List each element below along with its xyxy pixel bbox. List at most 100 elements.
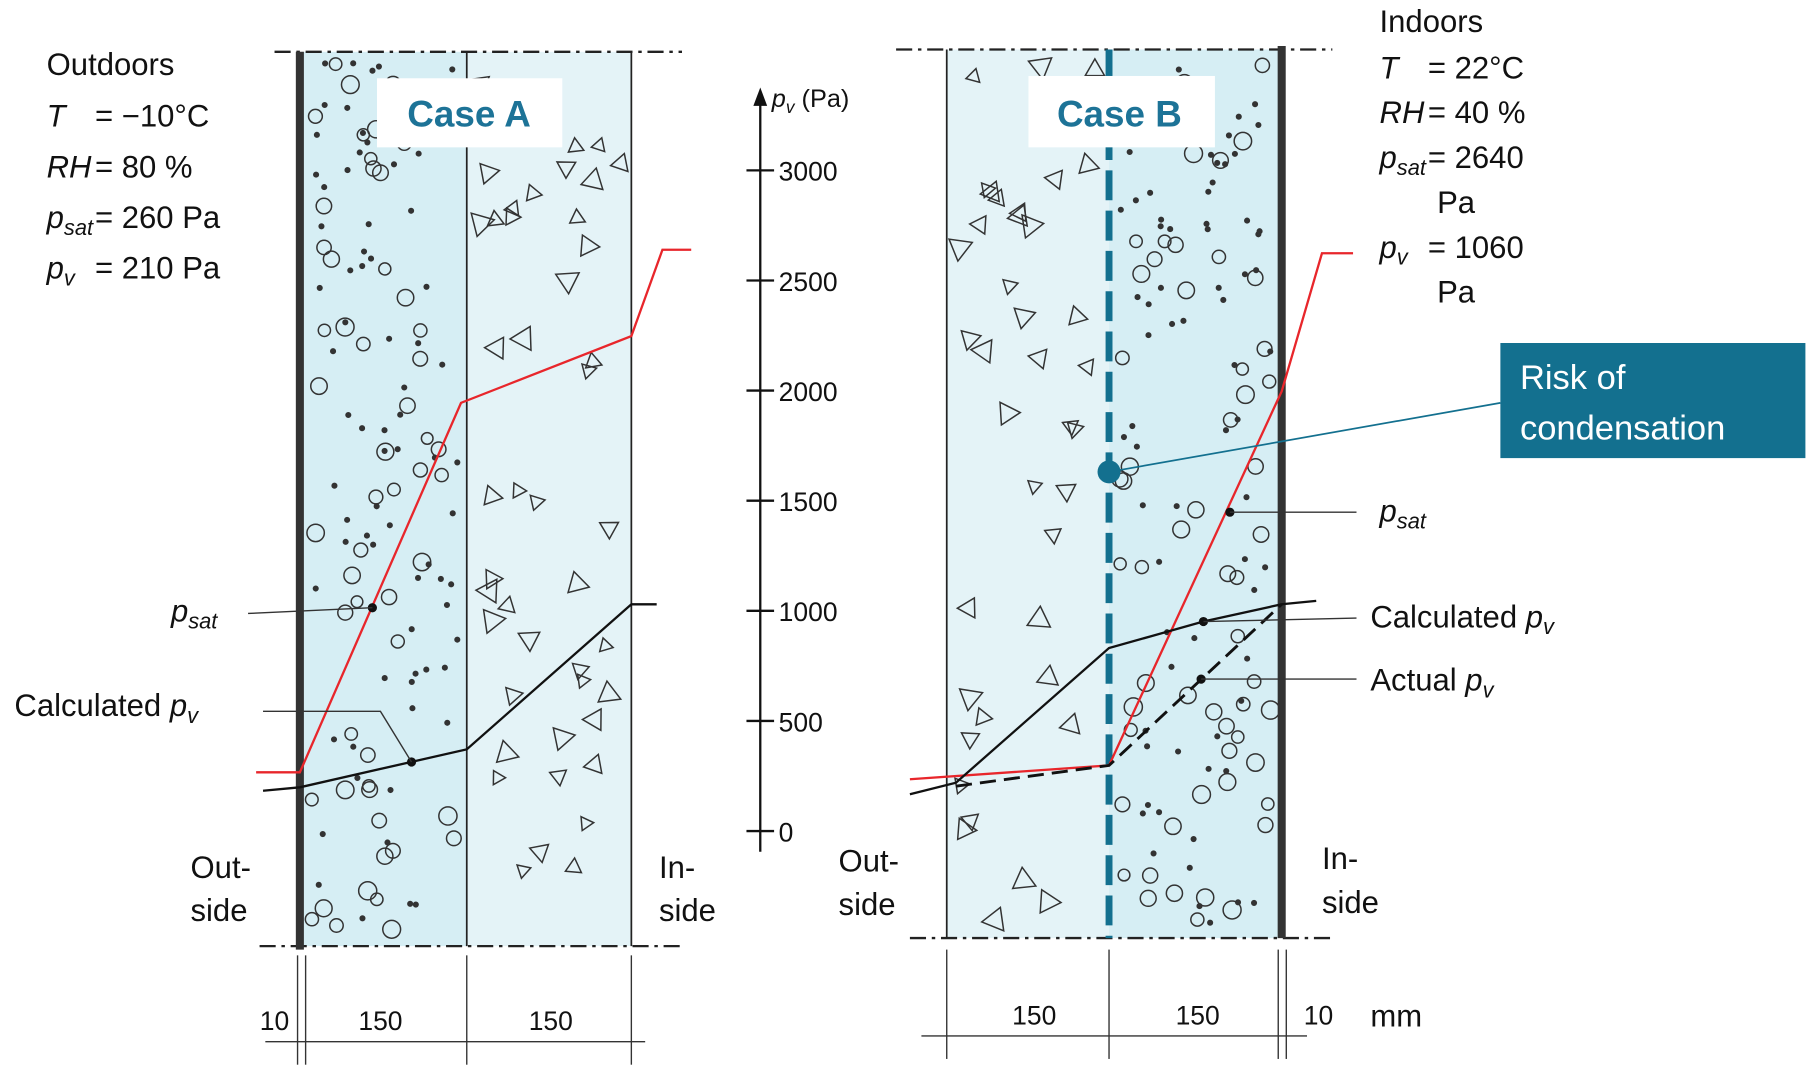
title-box (376, 78, 563, 148)
aggregate (408, 626, 415, 633)
aggregate (1244, 655, 1251, 662)
aggregate (386, 335, 393, 342)
aggregate (1233, 131, 1253, 151)
aggregate (1043, 528, 1063, 546)
aggregate (361, 781, 379, 799)
aggregate (444, 719, 451, 726)
layer (1109, 49, 1282, 939)
aggregate (496, 594, 516, 614)
aggregate (1256, 340, 1273, 357)
aggregate (1175, 66, 1182, 73)
aggregate (360, 248, 368, 255)
aggregate (413, 323, 428, 338)
aggregate (1222, 427, 1230, 434)
aggregate (1238, 697, 1245, 704)
aggregate (1187, 501, 1205, 519)
aggregate (1165, 884, 1184, 903)
aggregate (1058, 711, 1081, 735)
aggregate (1039, 888, 1063, 915)
aggregate (1246, 674, 1262, 689)
aggregate (980, 181, 998, 200)
aggregate (1256, 228, 1263, 235)
aggregate (1139, 810, 1146, 817)
aggregate (331, 482, 338, 489)
aggregate (1123, 697, 1144, 717)
aggregate (1167, 236, 1184, 254)
aggregate (1262, 564, 1269, 571)
heading: Indoors (1380, 4, 1484, 39)
aggregate (492, 769, 508, 786)
condition: Pa (1437, 185, 1476, 220)
sub: v (786, 97, 796, 117)
aggregate (376, 442, 395, 461)
aggregate (1252, 101, 1259, 108)
aggregate (408, 678, 415, 686)
aggregate (1211, 249, 1227, 265)
aggregate (342, 319, 349, 326)
aggregate (1011, 865, 1038, 890)
aggregate (359, 915, 366, 922)
aggregate (1244, 217, 1251, 224)
aggregate (495, 739, 521, 764)
aggregate (1068, 304, 1090, 326)
aggregate (321, 101, 328, 109)
title-box (1028, 75, 1215, 148)
aggregate (1260, 797, 1275, 811)
aggregate (579, 166, 604, 191)
aggregate (1021, 213, 1046, 240)
aggregate (1221, 742, 1238, 759)
aggregate (367, 255, 375, 262)
symbol: p (170, 594, 188, 629)
aggregate (1083, 57, 1106, 77)
aggregate (1134, 294, 1141, 301)
aggregate (1219, 565, 1237, 583)
aggregate (329, 348, 337, 355)
aggregate (515, 863, 533, 880)
aggregate (1178, 686, 1197, 705)
aggregate (1026, 348, 1048, 371)
symbol: p (1379, 230, 1397, 265)
label: Calculated pv (1370, 599, 1555, 639)
symbol: T (47, 99, 68, 134)
aggregate (1026, 479, 1044, 496)
unit: (Pa) (802, 85, 850, 113)
aggregate (1156, 809, 1163, 816)
aggregate (1207, 151, 1215, 158)
aggregate (335, 317, 355, 337)
aggregate (356, 149, 363, 156)
aggregate (381, 447, 388, 454)
aggregate (343, 566, 362, 585)
symbol: p (46, 251, 64, 286)
aggregate (969, 338, 993, 365)
aggregate (409, 705, 416, 712)
tick-label: 2000 (779, 377, 838, 407)
label: Out- (191, 850, 251, 885)
aggregate (322, 60, 329, 67)
aggregate (381, 675, 388, 682)
aggregate (960, 329, 983, 352)
condition: Pa (1437, 275, 1476, 310)
aggregate (369, 67, 376, 74)
aggregate (576, 673, 593, 690)
symbol: T (1380, 50, 1401, 85)
aggregate (1230, 730, 1245, 744)
condition: pv = 210 Pa (46, 251, 221, 291)
aggregate (423, 283, 430, 290)
symbol: p (1379, 493, 1397, 528)
aggregate (1205, 703, 1223, 721)
dimension-label: 150 (1176, 1000, 1220, 1030)
aggregate (516, 631, 541, 653)
aggregate (344, 167, 351, 174)
aggregate (1214, 733, 1221, 740)
aggregate (337, 604, 354, 621)
aggregate (420, 431, 434, 445)
aggregate (317, 323, 332, 338)
aggregate (1150, 850, 1157, 857)
aggregate (382, 919, 402, 939)
aggregate (316, 239, 332, 256)
aggregate (479, 162, 501, 186)
psat-line (256, 248, 692, 774)
aggregate (368, 489, 384, 505)
symbol: p (1464, 663, 1482, 698)
